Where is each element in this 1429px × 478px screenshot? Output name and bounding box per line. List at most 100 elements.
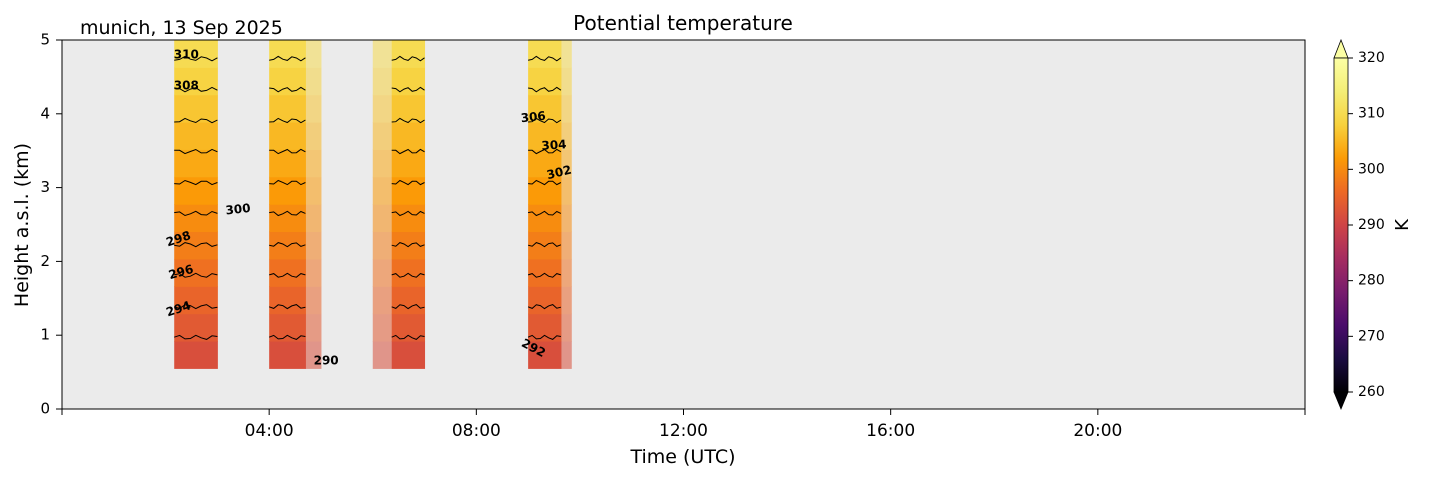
contour-line	[527, 272, 562, 278]
profile-band	[305, 204, 322, 233]
profile-band	[528, 40, 562, 68]
colorbar-extend-min	[1333, 391, 1349, 411]
contour-line	[269, 86, 306, 93]
contour-line	[269, 179, 306, 186]
contour-line	[174, 210, 218, 217]
plot-area	[62, 40, 1305, 409]
profile-band	[174, 313, 218, 342]
contour-line	[174, 272, 218, 278]
y-tick-label: 4	[40, 104, 50, 122]
contours-layer	[174, 55, 562, 340]
profile-band	[269, 122, 306, 150]
contour-line	[174, 242, 218, 248]
chart-title: Potential temperature	[573, 11, 793, 35]
profile-band	[174, 40, 218, 68]
profile-band	[305, 286, 322, 315]
y-tick-label: 3	[40, 178, 50, 196]
profile-column	[528, 40, 562, 369]
profile-band	[528, 341, 562, 369]
profile-band	[528, 176, 562, 205]
profile-band	[372, 67, 393, 96]
colorbar-tick-label: 280	[1358, 273, 1385, 289]
contour-line	[174, 86, 218, 93]
profile-band	[528, 286, 562, 315]
contour-line	[527, 304, 562, 310]
colorbar-ticks: 260 270 280 290 300 310 320	[1348, 50, 1385, 400]
profile-band	[560, 204, 572, 233]
profile-band	[372, 313, 393, 342]
profile-band	[372, 204, 393, 233]
contour-line	[269, 242, 306, 248]
profile-band	[391, 40, 426, 68]
profile-band	[560, 231, 572, 260]
contour-line	[527, 334, 561, 340]
contour-line	[528, 86, 562, 93]
profile-band	[372, 286, 393, 315]
profile-band	[269, 313, 306, 342]
contour-line	[528, 179, 562, 186]
profile-band	[174, 122, 218, 150]
profile-band	[528, 122, 562, 150]
profile-band	[174, 67, 218, 96]
contour-line	[174, 179, 218, 186]
profile-band	[391, 67, 426, 96]
profile-band	[372, 122, 393, 150]
colorbar-extend-max	[1333, 38, 1349, 59]
contour-line	[269, 272, 306, 278]
x-tick-label: 16:00	[866, 421, 915, 441]
profile-band	[372, 176, 393, 205]
profile-band	[391, 313, 426, 342]
y-tick-label: 1	[40, 326, 50, 344]
x-tick-label: 20:00	[1073, 421, 1122, 441]
profile-band	[372, 258, 393, 287]
contour-line	[391, 304, 425, 310]
contour-line	[527, 55, 562, 62]
y-ticks-layer: 0 1 2 3 4 5	[40, 31, 62, 418]
profile-band	[528, 204, 562, 233]
colorbar-tick-label: 300	[1358, 161, 1385, 177]
profile-band	[560, 94, 572, 123]
profile-band	[269, 67, 306, 96]
profile-band	[372, 40, 393, 68]
contour-line	[391, 334, 425, 340]
profile-band	[391, 149, 426, 178]
contour-line	[528, 148, 562, 155]
colorbar-tick-label: 290	[1358, 217, 1385, 233]
x-tick-label: 04:00	[245, 421, 294, 441]
profile-band	[305, 313, 322, 342]
profile-column	[391, 40, 426, 369]
contour-line	[528, 117, 562, 124]
profile-band	[269, 176, 306, 205]
profile-band	[305, 176, 322, 205]
profile-band	[305, 67, 322, 96]
profile-band	[391, 341, 426, 369]
colorbar-tick-label: 270	[1358, 328, 1385, 344]
profile-band	[174, 149, 218, 178]
contour-line	[269, 148, 306, 155]
y-tick-label: 5	[40, 31, 50, 49]
colorbar-gradient	[1333, 57, 1349, 393]
profile-band	[269, 204, 306, 233]
profile-band	[560, 286, 572, 315]
contour-line	[174, 148, 218, 155]
contour-line	[269, 334, 306, 340]
contour-label: 296	[167, 262, 195, 282]
contour-line	[391, 117, 425, 124]
profile-band	[305, 94, 322, 123]
profile-band	[174, 204, 218, 233]
profile-band	[305, 231, 322, 260]
contour-label: 290	[314, 354, 339, 368]
profile-band	[372, 341, 393, 369]
colorbar-tick-label: 320	[1358, 50, 1385, 66]
x-axis-label: Time (UTC)	[629, 446, 735, 468]
contour-label: 306	[520, 109, 546, 126]
profile-band	[528, 94, 562, 123]
x-tick-label: 08:00	[452, 421, 501, 441]
x-ticks-layer: 04:00 08:00 12:00 16:00 20:00	[61, 409, 1306, 441]
contour-line	[174, 304, 218, 310]
contour-line	[174, 334, 218, 340]
contour-line	[269, 304, 306, 310]
profile-column	[372, 40, 393, 369]
profile-band	[560, 341, 572, 369]
